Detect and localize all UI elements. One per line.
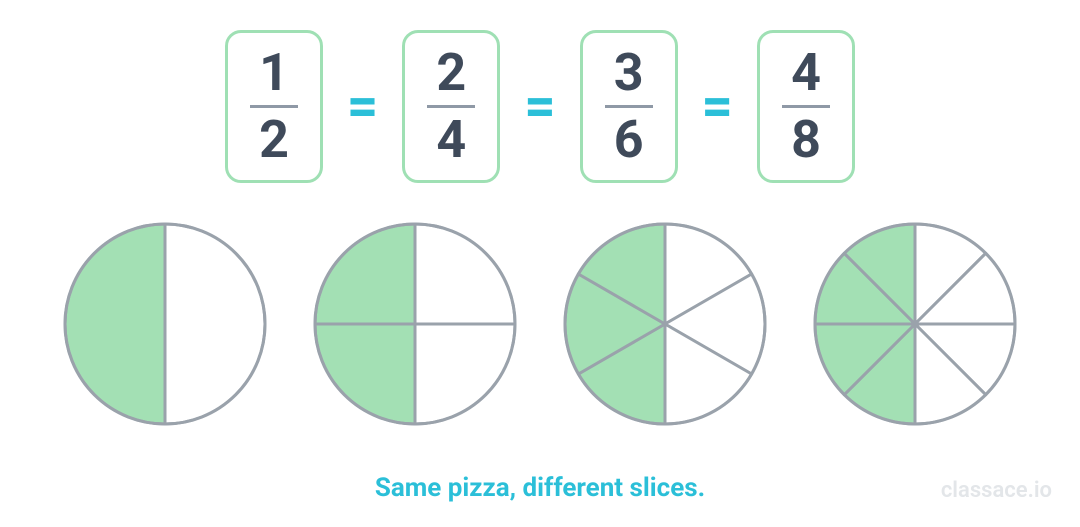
fraction-bar bbox=[250, 105, 298, 108]
fraction-denominator: 4 bbox=[436, 114, 466, 166]
fraction-denominator: 6 bbox=[614, 114, 644, 166]
watermark-text: classace.io bbox=[941, 478, 1052, 503]
fraction-box: 12 bbox=[225, 30, 323, 183]
pies-row bbox=[0, 183, 1080, 427]
fraction-box: 48 bbox=[757, 30, 855, 183]
fraction-bar bbox=[782, 105, 830, 108]
fraction-box: 24 bbox=[402, 30, 500, 183]
caption-text: Same pizza, different slices. bbox=[0, 473, 1080, 503]
fraction-numerator: 4 bbox=[791, 47, 821, 99]
fraction-box: 36 bbox=[580, 30, 678, 183]
pie-slice bbox=[65, 224, 165, 424]
equals-sign: = bbox=[524, 75, 555, 138]
fraction-numerator: 1 bbox=[259, 47, 289, 99]
fraction-bar bbox=[605, 105, 653, 108]
equals-sign: = bbox=[347, 75, 378, 138]
fraction-denominator: 8 bbox=[791, 114, 821, 166]
pie-chart bbox=[812, 221, 1018, 427]
fraction-bar bbox=[427, 105, 475, 108]
fractions-row: 12=24=36=48 bbox=[0, 0, 1080, 183]
pie-slice bbox=[165, 224, 265, 424]
pie-chart bbox=[312, 221, 518, 427]
equals-sign: = bbox=[702, 75, 733, 138]
fraction-denominator: 2 bbox=[259, 114, 289, 166]
fraction-numerator: 2 bbox=[436, 47, 466, 99]
fraction-numerator: 3 bbox=[614, 47, 644, 99]
pie-chart bbox=[562, 221, 768, 427]
pie-chart bbox=[62, 221, 268, 427]
